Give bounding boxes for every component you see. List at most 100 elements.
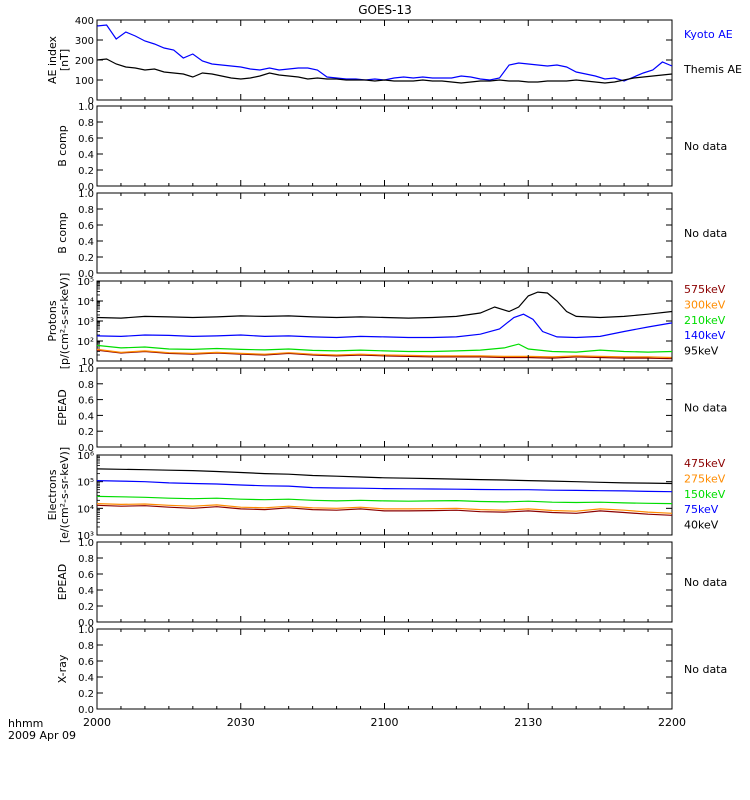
y-tick-label: 1.0 [78,189,94,200]
panel-frame [96,105,673,187]
panel-frame [96,628,673,710]
series-line-75kev [96,480,673,493]
y-tick-label: 0.0 [78,705,94,716]
x-tick-label: 2130 [514,716,542,729]
no-data-note: No data [684,663,727,676]
y-axis-label: EPEAD [56,389,69,426]
x-tick-label: 2200 [658,716,686,729]
y-tick-label: 0.2 [78,689,94,700]
panel-epead1: 0.0 0.2 0.4 0.6 0.8 1.0 EPEAD No data [56,364,727,454]
panel-frame [96,367,673,448]
y-axis-label: Protons [46,300,59,341]
legend-entry: 95keV [684,345,719,358]
y-tick-label: 0.4 [78,237,94,248]
y-tick-label: 400 [75,16,94,27]
legend-entry: 75keV [684,503,719,516]
figure-title: GOES-13 [358,3,412,17]
y-tick-label: 0.6 [78,134,94,145]
series-line-275kev [96,503,673,514]
legend-entry: 140keV [684,329,726,342]
y-tick-label: 0.4 [78,673,94,684]
y-axis-label: Electrons [46,469,59,520]
panel-electrons: 10³ 10⁴ 10⁵ 10⁶ Electrons [e/(cm²-s-sr-keV)] 4… [46,447,726,543]
y-tick-label: 0.4 [78,411,94,422]
legend-entry: 210keV [684,314,726,327]
y-tick-label: 1.0 [78,625,94,636]
panel-bcomp1: 0.0 0.2 0.4 0.6 0.8 1.0 B comp No data [56,102,727,193]
legend-entry: 475keV [684,457,726,470]
y-tick-label: 0.8 [78,118,94,129]
y-tick-label: 10⁵ [77,277,94,288]
y-tick-label: 0.6 [78,657,94,668]
y-tick-label: 0.0 [78,443,94,454]
time-axis: 2000 2030 2100 2130 2200 [83,716,686,729]
legend-entry: 150keV [684,488,726,501]
y-tick-label: 0.8 [78,554,94,565]
y-tick-label: 0.8 [78,641,94,652]
x-tick-label: 2100 [371,716,399,729]
series-line-themis-ae [96,58,673,84]
panel-bcomp2: 0.0 0.2 0.4 0.6 0.8 1.0 B comp No data [56,189,727,280]
panel-frame [96,192,673,274]
panel-frame [96,541,673,623]
panel-frame [96,454,673,536]
panel-stack: 0 100 200 300 400 AE index [nT] Kyoto AE Themis … [46,16,742,716]
y-tick-label: 0.6 [78,570,94,581]
panel-protons: 10 10² 10³ 10⁴ 10⁵ Protons [p/(cm²-s-sr-keV)] 5… [46,273,726,370]
y-tick-label: 10⁶ [77,451,94,462]
y-tick-label: 0.2 [78,602,94,613]
y-tick-label: 0.0 [78,182,94,193]
y-tick-label: 10⁵ [77,478,94,489]
legend-entry: 575keV [684,283,726,296]
y-axis-label: AE index [46,35,59,84]
panel-xray: 0.0 0.2 0.4 0.6 0.8 1.0 X-ray No data [56,625,727,716]
legend-entry: 300keV [684,298,726,311]
series-line-40kev [96,468,673,485]
series-line-kyoto-ae [96,24,673,82]
x-axis-label-hhmm: hhmm [8,717,43,730]
y-tick-label: 0.2 [78,427,94,438]
y-axis-label: B comp [56,125,69,167]
y-axis-unit-label: [p/(cm²-s-sr-keV)] [58,273,71,370]
y-tick-label: 0.4 [78,586,94,597]
y-tick-label: 10⁴ [77,297,94,308]
series-line-95kev [96,291,673,319]
y-tick-label: 200 [75,56,94,67]
y-axis-label: EPEAD [56,564,69,601]
y-tick-label: 10³ [77,317,94,328]
legend-entry: 275keV [684,472,726,485]
y-tick-label: 0.2 [78,166,94,177]
y-tick-label: 0.8 [78,380,94,391]
legend-entry: Kyoto AE [684,28,733,41]
x-tick-label: 2000 [83,716,111,729]
y-tick-label: 0.4 [78,150,94,161]
y-tick-label: 0.0 [78,269,94,280]
no-data-note: No data [684,402,727,415]
y-tick-label: 1.0 [78,364,94,375]
y-axis-label: B comp [56,212,69,254]
y-tick-label: 0 [88,96,94,107]
series-line-210kev [96,343,673,353]
no-data-note: No data [684,140,727,153]
y-tick-label: 10² [77,337,94,348]
no-data-note: No data [684,576,727,589]
panel-frame [96,19,673,101]
panel-epead2: 0.0 0.2 0.4 0.6 0.8 1.0 EPEAD No data [56,538,727,629]
panel-ae: 0 100 200 300 400 AE index [nT] Kyoto AE Themis … [46,16,742,107]
y-tick-label: 0.8 [78,205,94,216]
y-tick-label: 0.2 [78,253,94,264]
y-tick-label: 1.0 [78,102,94,113]
y-tick-label: 0.0 [78,618,94,629]
y-tick-label: 0.6 [78,396,94,407]
y-tick-label: 100 [75,76,94,87]
x-tick-label: 2030 [227,716,255,729]
y-axis-unit-label: [e/(cm²-s-sr-keV)] [58,447,71,543]
legend-entry: 40keV [684,519,719,532]
legend-entry: Themis AE [683,63,742,76]
x-axis-label-date: 2009 Apr 09 [8,729,76,742]
y-tick-label: 0.6 [78,221,94,232]
y-tick-label: 10⁴ [77,504,94,515]
y-tick-label: 300 [75,36,94,47]
y-tick-label: 10³ [77,531,94,542]
